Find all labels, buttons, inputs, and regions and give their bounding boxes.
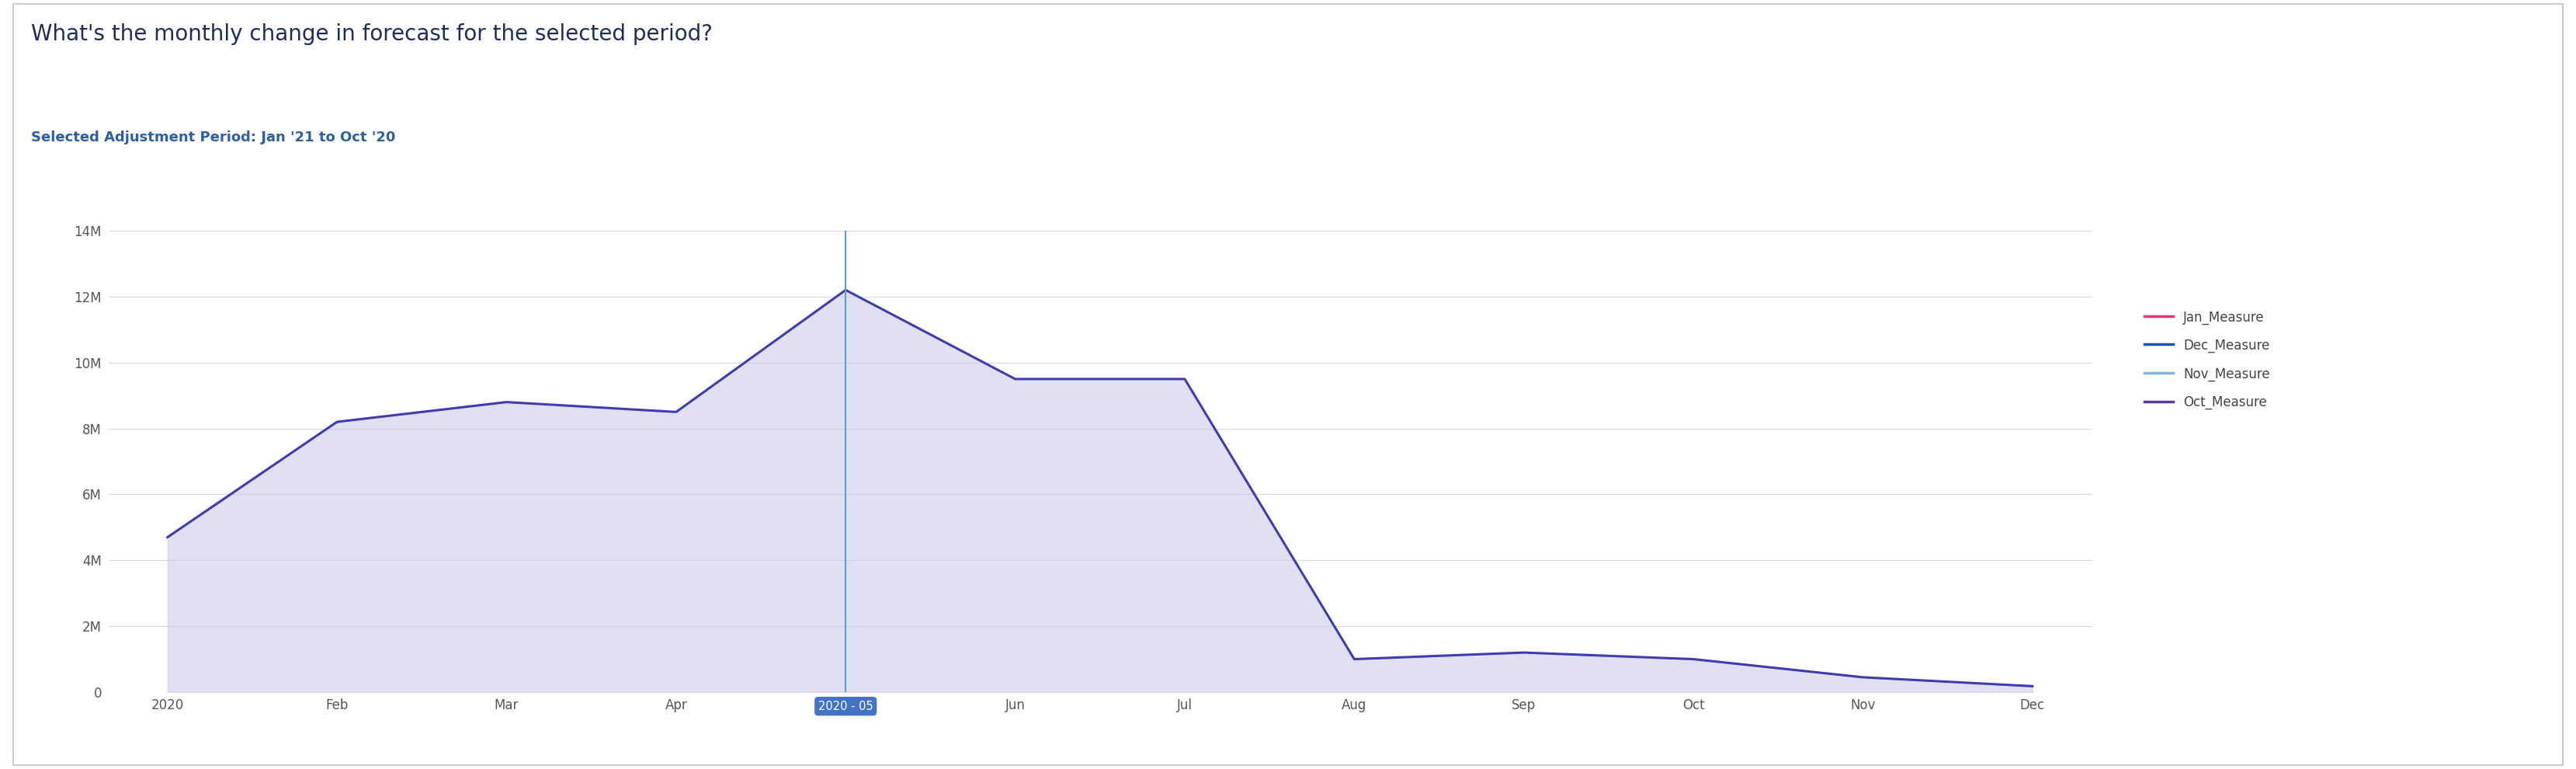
- Text: What's the monthly change in forecast for the selected period?: What's the monthly change in forecast fo…: [31, 23, 714, 45]
- Text: 2020 - 05: 2020 - 05: [819, 701, 873, 712]
- Legend: Jan_Measure, Dec_Measure, Nov_Measure, Oct_Measure: Jan_Measure, Dec_Measure, Nov_Measure, O…: [2138, 304, 2277, 416]
- Text: Selected Adjustment Period: Jan '21 to Oct '20: Selected Adjustment Period: Jan '21 to O…: [31, 131, 394, 145]
